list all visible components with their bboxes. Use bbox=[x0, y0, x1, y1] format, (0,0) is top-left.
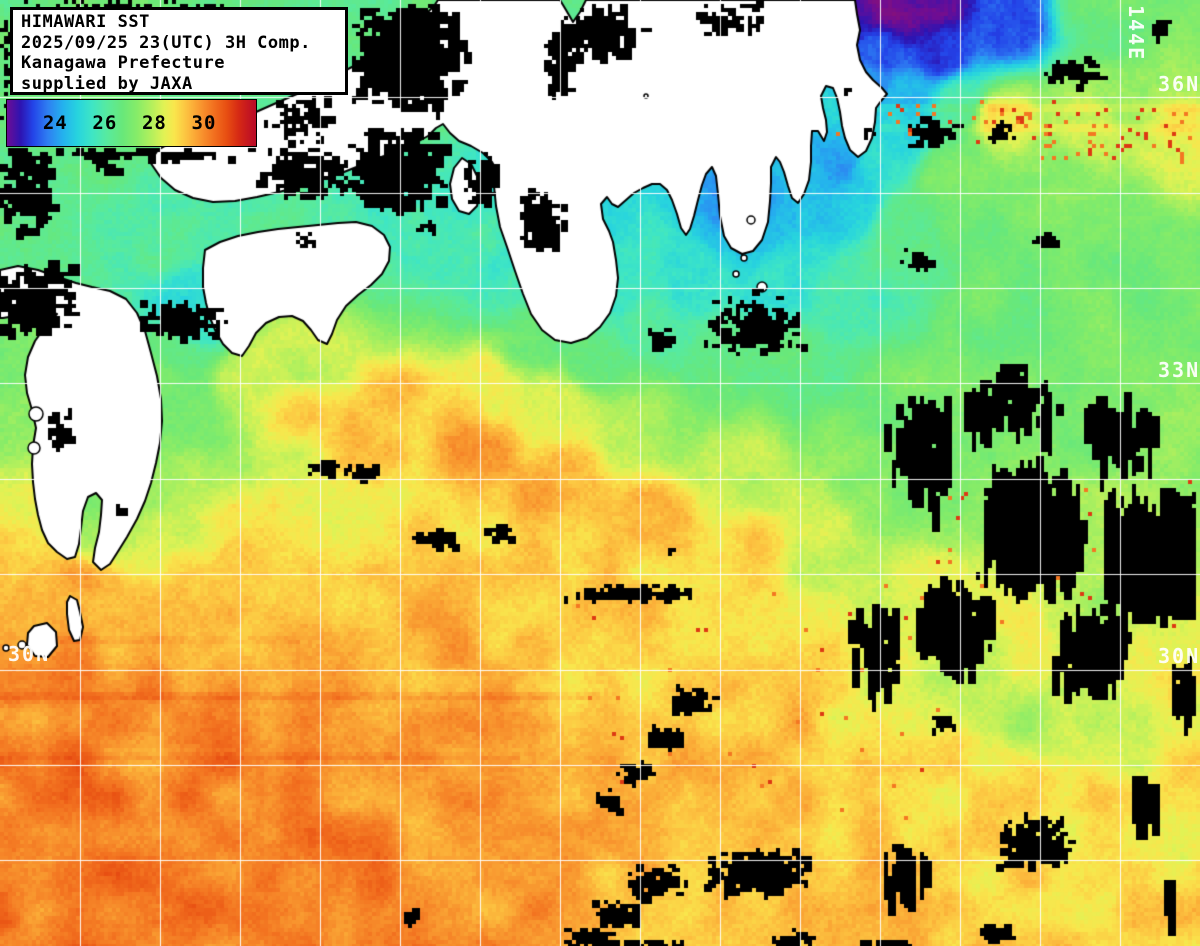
title-box: HIMAWARI SST 2025/09/25 23(UTC) 3H Comp.… bbox=[10, 7, 348, 95]
grid-label: 30N bbox=[1158, 644, 1200, 668]
colorbar-tick-label: 30 bbox=[191, 112, 217, 134]
grid-label: 33N bbox=[1158, 358, 1200, 382]
product-title: HIMAWARI SST bbox=[21, 12, 150, 32]
credit-line: supplied by JAXA bbox=[21, 73, 193, 94]
colorbar: 24 26 28 30 bbox=[6, 99, 257, 147]
colorbar-tick-label: 26 bbox=[92, 112, 118, 134]
colorbar-tick-label: 24 bbox=[42, 112, 68, 134]
grid-label: 144E bbox=[1124, 5, 1148, 62]
grid-label: 36N bbox=[1158, 72, 1200, 96]
grid-label: 30N bbox=[8, 642, 51, 666]
datetime-line: 2025/09/25 23(UTC) 3H Comp. bbox=[21, 32, 311, 53]
colorbar-gradient bbox=[7, 100, 256, 146]
region-line: Kanagawa Prefecture bbox=[21, 53, 225, 73]
colorbar-tick-label: 28 bbox=[141, 112, 167, 134]
